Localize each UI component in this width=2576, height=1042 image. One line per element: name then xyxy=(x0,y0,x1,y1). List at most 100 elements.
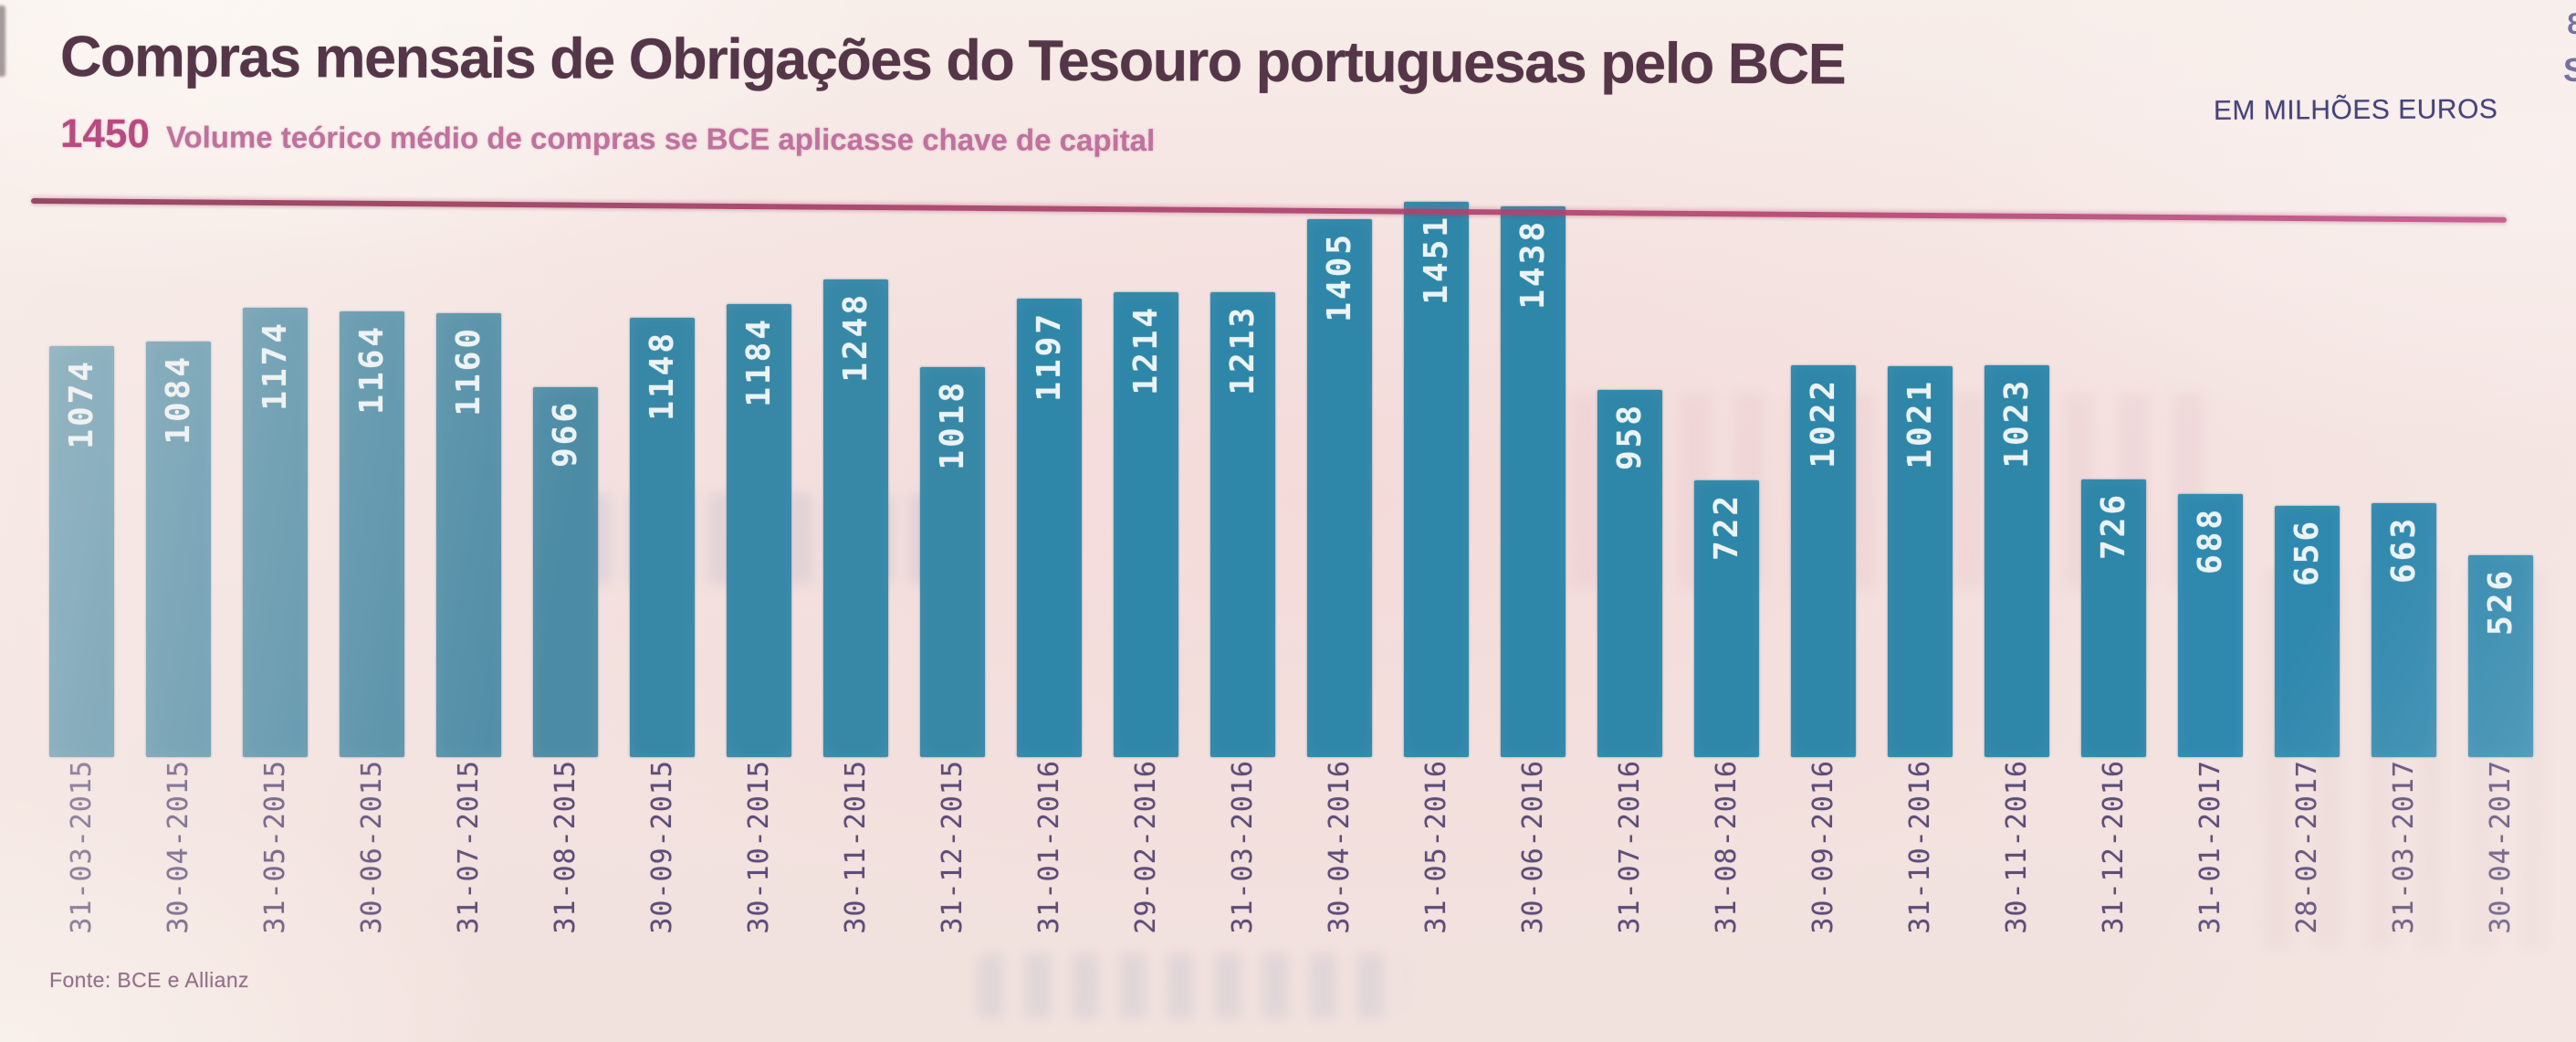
date-label: 31-07-2015 xyxy=(452,760,485,934)
date-label-slot: 30-09-2015 xyxy=(646,760,678,948)
bar: 958 xyxy=(1597,390,1662,757)
bar: 726 xyxy=(2080,479,2146,757)
date-label-slot: 31-10-2016 xyxy=(1904,760,1936,948)
bar: 663 xyxy=(2371,503,2436,757)
date-label-slot: 30-11-2016 xyxy=(2001,760,2033,948)
date-label-slot: 31-03-2017 xyxy=(2388,760,2420,948)
bar: 966 xyxy=(532,387,598,757)
date-label: 31-07-2016 xyxy=(1613,760,1646,934)
date-label: 31-12-2015 xyxy=(936,760,969,934)
date-label-slot: 31-12-2016 xyxy=(2098,760,2130,948)
date-label: 31-08-2015 xyxy=(549,760,581,934)
bar: 1438 xyxy=(1500,206,1565,757)
date-label: 31-01-2016 xyxy=(1032,760,1065,934)
date-label: 30-09-2015 xyxy=(645,760,678,934)
date-label-slot: 31-07-2015 xyxy=(453,760,485,948)
bar-value-label: 1148 xyxy=(643,331,681,421)
bar: 1164 xyxy=(339,311,404,757)
bar: 1405 xyxy=(1306,219,1372,757)
bar-column: 1213 31-03-2016 xyxy=(1194,188,1291,948)
date-label-slot: 29-02-2016 xyxy=(1130,760,1162,948)
date-label: 31-03-2015 xyxy=(65,760,98,934)
bar-column: 656 28-02-2017 xyxy=(2258,188,2355,948)
bar-value-label: 656 xyxy=(2288,519,2326,587)
bar-value-label: 1018 xyxy=(933,380,971,470)
date-label: 30-04-2017 xyxy=(2484,760,2517,934)
date-label: 30-11-2016 xyxy=(2000,760,2033,934)
bar-value-label: 1214 xyxy=(1126,305,1165,395)
reference-value: 1450 xyxy=(59,111,150,157)
date-label-slot: 28-02-2017 xyxy=(2291,760,2323,948)
bar-value-label: 663 xyxy=(2384,516,2423,584)
chart-title: Compras mensais de Obrigações do Tesouro… xyxy=(59,24,1846,97)
date-label: 31-01-2017 xyxy=(2194,760,2226,934)
bar: 1214 xyxy=(1113,292,1178,757)
bar-column: 966 31-08-2015 xyxy=(517,188,613,948)
date-label: 31-08-2016 xyxy=(1710,760,1743,934)
bar-column: 958 31-07-2016 xyxy=(1581,188,1678,948)
bar-chart: 1074 31-03-2015 1084 30-04-2015 1174 31-05-20… xyxy=(33,188,2549,948)
date-label-slot: 30-04-2017 xyxy=(2485,760,2517,948)
bar-value-label: 1023 xyxy=(1997,378,2036,468)
bar-column: 1160 31-07-2015 xyxy=(420,188,517,948)
bar-value-label: 958 xyxy=(1610,403,1649,471)
bar-column: 1164 30-06-2015 xyxy=(323,188,420,948)
date-label-slot: 30-04-2015 xyxy=(162,760,194,948)
bar: 1197 xyxy=(1016,299,1082,757)
date-label: 31-03-2016 xyxy=(1226,760,1259,934)
bar-column: 1248 30-11-2015 xyxy=(807,188,904,948)
bar: 722 xyxy=(1693,480,1759,757)
bar-column: 1184 30-10-2015 xyxy=(710,188,807,948)
page-edge-clipped-glyph: 8 xyxy=(2567,7,2576,40)
date-label: 30-11-2015 xyxy=(839,760,872,934)
date-label: 31-10-2016 xyxy=(1903,760,1936,934)
bar-column: 1074 31-03-2015 xyxy=(33,188,130,948)
date-label-slot: 31-03-2016 xyxy=(1227,760,1259,948)
page-edge-clipped-glyph: S xyxy=(2562,51,2576,89)
bar: 656 xyxy=(2274,506,2340,757)
date-label: 30-09-2016 xyxy=(1806,760,1839,934)
bar: 1023 xyxy=(1984,365,2049,757)
bar-value-label: 1213 xyxy=(1223,305,1262,395)
bar: 1451 xyxy=(1403,202,1469,757)
date-label-slot: 31-03-2015 xyxy=(66,760,98,948)
date-label-slot: 31-08-2016 xyxy=(1711,760,1743,948)
date-label-slot: 31-05-2015 xyxy=(259,760,291,948)
date-label: 30-06-2016 xyxy=(1516,760,1549,934)
bar-value-label: 966 xyxy=(546,400,584,468)
bar: 1160 xyxy=(435,313,501,757)
bar: 526 xyxy=(2467,555,2533,757)
reference-label: Volume teórico médio de compras se BCE a… xyxy=(165,120,1156,158)
bar-value-label: 1248 xyxy=(836,292,874,383)
bar-column: 1197 31-01-2016 xyxy=(1000,188,1097,948)
date-label-slot: 31-07-2016 xyxy=(1614,760,1646,948)
bar-value-label: 1438 xyxy=(1513,219,1552,310)
bar-column: 1214 29-02-2016 xyxy=(1097,188,1194,948)
bar-value-label: 1164 xyxy=(352,324,391,415)
scan-edge-smudge xyxy=(0,5,5,77)
bar-value-label: 1184 xyxy=(739,317,778,407)
bar: 1174 xyxy=(242,308,308,757)
bar-value-label: 1174 xyxy=(256,321,294,411)
bar: 1148 xyxy=(629,318,695,757)
date-label-slot: 30-06-2016 xyxy=(1517,760,1549,948)
source-note: Fonte: BCE e Allianz xyxy=(49,968,249,992)
bar-value-label: 722 xyxy=(1707,493,1745,562)
bar: 1018 xyxy=(919,367,985,757)
date-label: 31-12-2016 xyxy=(2097,760,2130,934)
bar: 1213 xyxy=(1209,292,1275,757)
date-label: 31-03-2017 xyxy=(2387,760,2420,934)
bar-column: 1021 31-10-2016 xyxy=(1871,188,1968,948)
bar-value-label: 1197 xyxy=(1030,311,1068,402)
bar: 688 xyxy=(2177,494,2243,757)
date-label-slot: 30-10-2015 xyxy=(743,760,775,948)
bar-column: 1018 31-12-2015 xyxy=(904,188,1000,948)
bleed-through-artifact xyxy=(977,953,1406,1019)
bar-value-label: 1022 xyxy=(1804,378,1842,468)
bar-value-label: 688 xyxy=(2191,507,2229,575)
bar: 1184 xyxy=(726,304,791,757)
bar-column: 1084 30-04-2015 xyxy=(130,188,226,948)
bar-value-label: 726 xyxy=(2094,492,2132,561)
bar-value-label: 1084 xyxy=(159,354,197,445)
